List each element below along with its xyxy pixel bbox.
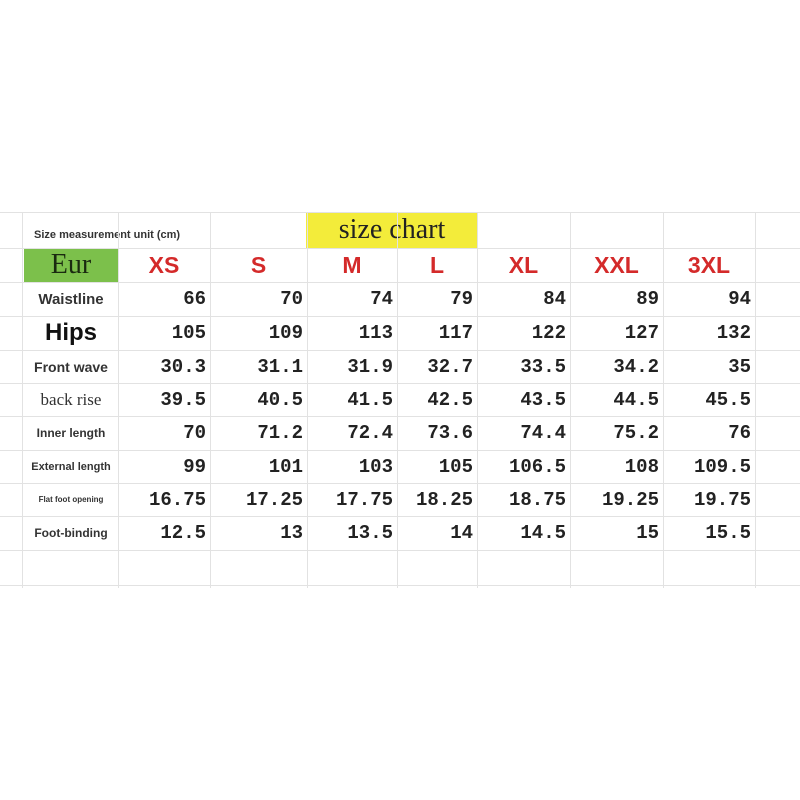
- value-cell: 103: [358, 455, 393, 478]
- size-header: S: [250, 251, 267, 278]
- value-cell: 132: [716, 322, 751, 344]
- value-cell: 30.3: [160, 355, 206, 378]
- size-header: L: [429, 251, 445, 278]
- grid-line: [0, 212, 800, 213]
- value-cell: 41.5: [347, 388, 393, 411]
- value-cell: 31.9: [347, 355, 393, 378]
- value-cell: 117: [438, 322, 473, 344]
- value-cell: 84: [543, 288, 566, 310]
- row-label: Foot-binding: [34, 526, 108, 540]
- value-cell: 33.5: [520, 355, 566, 378]
- row-label: Front wave: [34, 358, 108, 375]
- grid-line: [0, 383, 800, 384]
- grid-line: [0, 416, 800, 417]
- value-cell: 74.4: [520, 422, 566, 444]
- value-cell: 74: [370, 288, 393, 310]
- value-cell: 45.5: [705, 388, 751, 411]
- size-header: XXL: [594, 251, 639, 278]
- value-cell: 89: [636, 288, 659, 310]
- value-cell: 34.2: [613, 355, 659, 378]
- value-cell: 17.25: [245, 488, 303, 511]
- value-cell: 73.6: [427, 422, 473, 444]
- value-cell: 14.5: [520, 522, 566, 544]
- value-cell: 105: [438, 455, 473, 478]
- value-cell: 109.5: [693, 455, 751, 478]
- grid-line: [22, 212, 23, 588]
- grid-line: [0, 316, 800, 317]
- value-cell: 70: [183, 422, 206, 444]
- row-label: Flat foot opening: [38, 495, 104, 504]
- value-cell: 39.5: [160, 388, 206, 411]
- value-cell: 71.2: [257, 422, 303, 444]
- value-cell: 106.5: [508, 455, 566, 478]
- row-label: Inner length: [36, 426, 106, 440]
- value-cell: 109: [268, 322, 303, 344]
- grid-line: [0, 550, 800, 551]
- value-cell: 70: [280, 288, 303, 310]
- value-cell: 19.25: [601, 488, 659, 511]
- grid-line: [477, 212, 478, 588]
- grid-line: [0, 248, 800, 249]
- value-cell: 113: [358, 322, 393, 344]
- value-cell: 108: [624, 455, 659, 478]
- grid-line: [0, 585, 800, 586]
- value-cell: 105: [171, 322, 206, 344]
- grid-line: [397, 212, 398, 588]
- grid-line: [0, 516, 800, 517]
- size-header: 3XL: [687, 251, 731, 278]
- value-cell: 44.5: [613, 388, 659, 411]
- value-cell: 18.25: [415, 488, 473, 511]
- size-header: M: [342, 251, 362, 278]
- value-cell: 19.75: [693, 488, 751, 511]
- value-cell: 18.75: [508, 488, 566, 511]
- grid-line: [0, 483, 800, 484]
- value-cell: 76: [728, 422, 751, 444]
- value-cell: 101: [268, 455, 303, 478]
- size-chart-table: Size measurement unit (cm) size chart Eu…: [0, 212, 800, 588]
- value-cell: 14: [450, 522, 473, 544]
- grid-line: [118, 212, 119, 588]
- grid-line: [210, 212, 211, 588]
- grid-line: [307, 212, 308, 588]
- grid-line: [0, 350, 800, 351]
- value-cell: 127: [624, 322, 659, 344]
- value-cell: 75.2: [613, 422, 659, 444]
- value-cell: 16.75: [148, 488, 206, 511]
- value-cell: 94: [728, 288, 751, 310]
- grid-line: [0, 450, 800, 451]
- value-cell: 99: [183, 455, 206, 478]
- value-cell: 31.1: [257, 355, 303, 378]
- grid-line: [663, 212, 664, 588]
- row-label: Hips: [44, 319, 97, 346]
- grid-line: [570, 212, 571, 588]
- value-cell: 12.5: [160, 522, 206, 544]
- value-cell: 15.5: [705, 522, 751, 544]
- value-cell: 122: [531, 322, 566, 344]
- value-cell: 32.7: [427, 355, 473, 378]
- row-label: External length: [31, 460, 111, 473]
- value-cell: 79: [450, 288, 473, 310]
- value-cell: 42.5: [427, 388, 473, 411]
- value-cell: 72.4: [347, 422, 393, 444]
- size-header: XL: [508, 251, 539, 278]
- grid-line: [0, 282, 800, 283]
- value-cell: 13: [280, 522, 303, 544]
- value-cell: 66: [183, 288, 206, 310]
- value-cell: 40.5: [257, 388, 303, 411]
- size-header: XS: [148, 251, 180, 278]
- value-cell: 15: [636, 522, 659, 544]
- unit-note: Size measurement unit (cm): [34, 229, 181, 241]
- grid-line: [755, 212, 756, 588]
- region-label: Eur: [24, 248, 118, 282]
- row-label: Waistline: [38, 290, 104, 308]
- value-cell: 43.5: [520, 388, 566, 411]
- chart-title: size chart: [306, 212, 478, 248]
- value-cell: 35: [728, 355, 751, 378]
- row-label: back rise: [40, 389, 102, 409]
- value-cell: 17.75: [335, 488, 393, 511]
- value-cell: 13.5: [347, 522, 393, 544]
